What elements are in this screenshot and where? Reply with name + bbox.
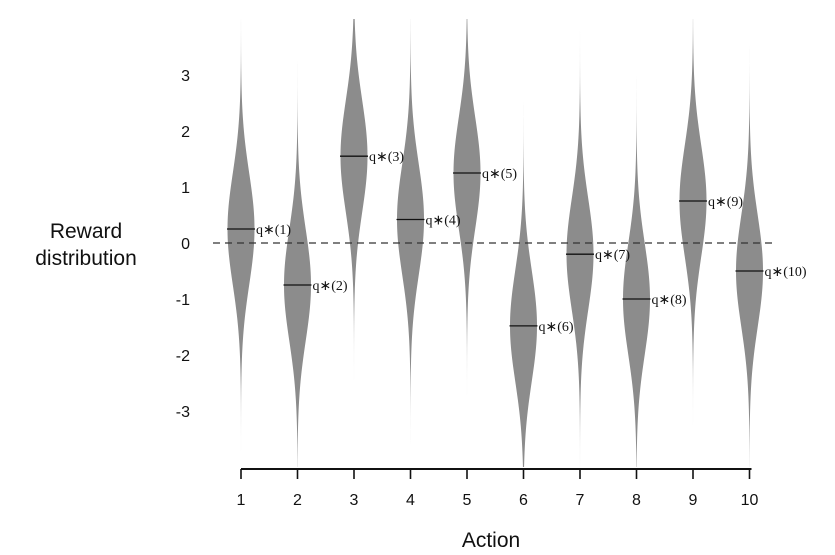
mean-label-action-4: q∗(4)	[426, 213, 461, 228]
y-tick-label: 3	[181, 68, 190, 85]
mean-label-action-8: q∗(8)	[652, 293, 687, 308]
x-ticks-group: 1 2 3 4 5 6 7 8 9 10	[237, 469, 759, 509]
mean-label-action-5: q∗(5)	[482, 167, 517, 182]
mean-label-action-7: q∗(7)	[595, 248, 630, 263]
y-tick-labels: 3 2 1 0 -1 -2 -3	[176, 68, 190, 421]
x-tick-label: 3	[350, 492, 359, 509]
mean-label-action-10: q∗(10)	[765, 265, 807, 280]
y-tick-label: 1	[181, 180, 190, 197]
x-tick-label: 8	[632, 492, 641, 509]
y-tick-label: 0	[181, 236, 190, 253]
mean-label-action-1: q∗(1)	[256, 223, 291, 238]
mean-label-action-9: q∗(9)	[708, 195, 743, 210]
violin-action-6	[510, 19, 537, 467]
x-tick-label: 9	[689, 492, 698, 509]
y-tick-label: -3	[176, 404, 190, 421]
x-tick-label: 7	[576, 492, 585, 509]
y-axis-label-line-1: Reward	[50, 220, 122, 243]
violin-action-3	[340, 19, 368, 467]
mean-markers-group: q∗(1) q∗(2) q∗(3) q∗(4) q∗(5) q∗(6) q∗(7) q∗(8)…	[227, 150, 807, 335]
y-tick-label: -2	[176, 348, 190, 365]
x-tick-label: 2	[293, 492, 302, 509]
mean-label-action-3: q∗(3)	[369, 150, 404, 165]
x-tick-label: 4	[406, 492, 415, 509]
y-tick-label: 2	[181, 124, 190, 141]
mean-label-action-6: q∗(6)	[539, 320, 574, 335]
x-axis-label: Action	[462, 529, 520, 552]
x-tick-label: 6	[519, 492, 528, 509]
mean-label-action-2: q∗(2)	[313, 279, 348, 294]
x-tick-label: 5	[463, 492, 472, 509]
x-tick-label: 10	[741, 492, 759, 509]
y-axis-label-line-2: distribution	[35, 247, 137, 270]
violin-action-10	[736, 19, 763, 467]
x-tick-label: 1	[237, 492, 246, 509]
y-tick-label: -1	[176, 292, 190, 309]
